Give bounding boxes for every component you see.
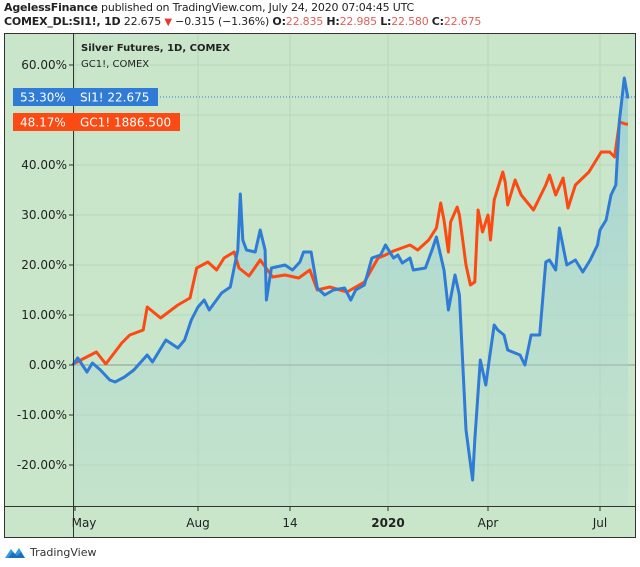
ohlc-line: COMEX_DL:SI1!, 1D 22.675 ▼ −0.315 (−1.36… [4,15,481,28]
close-value: 22.675 [443,15,482,28]
author-name[interactable]: AgelessFinance [4,1,98,14]
last-price: 22.675 [123,15,162,28]
gold-label: GC1! 1886.500 [80,116,171,130]
high-value: 22.985 [339,15,377,28]
silver-label: SI1! 22.675 [80,91,149,105]
y-tick-label: 40.00% [21,158,67,172]
y-tick-label: 30.00% [21,208,67,222]
x-axis[interactable]: May Aug 14 2020 Apr Jul [72,507,608,530]
y-tick-label: 10.00% [21,308,67,322]
y-tick-label: 0.00% [29,358,67,372]
x-tick-label: Jul [592,516,607,530]
silver-area [72,78,629,506]
tradingview-logo[interactable]: TradingView [4,545,96,559]
x-tick-label: Aug [186,516,209,530]
x-tick-label: Apr [478,516,499,530]
open-label: O: [272,15,286,28]
brand-name: TradingView [30,545,97,559]
symbol: COMEX_DL:SI1!, 1D [4,15,121,28]
low-value: 22.580 [391,15,429,28]
down-triangle-icon: ▼ [164,17,172,28]
publish-text: published on TradingView.com, July 24, 2… [101,1,414,14]
price-change: −0.315 (−1.36%) [175,15,270,28]
gold-badge: 48.17% GC1! 1886.500 [13,113,180,131]
low-label: L: [380,15,392,28]
x-tick-label: 2020 [371,516,404,530]
legend-main[interactable]: Silver Futures, 1D, COMEX [81,43,230,54]
silver-line[interactable] [71,76,630,482]
y-tick-label: 20.00% [21,258,67,272]
x-tick-label: May [72,516,97,530]
y-tick-label: 60.00% [21,58,67,72]
x-tick-label: 14 [282,516,297,530]
silver-badge: 53.30% SI1! 22.675 [13,88,158,106]
silver-pct: 53.30% [20,91,66,105]
gold-pct: 48.17% [20,116,66,130]
open-value: 22.835 [285,15,324,28]
y-axis[interactable]: 60.00% 40.00% 30.00% 20.00% 10.00% 0.00% -10.0… [17,58,73,472]
publish-info: AgelessFinance published on TradingView.… [4,1,414,14]
legend-compare[interactable]: GC1!, COMEX [81,59,149,70]
series-layer [71,76,630,506]
high-label: H: [326,15,340,28]
tradingview-cloud-icon [5,548,25,558]
y-tick-label: -10.00% [17,408,67,422]
y-tick-label: -20.00% [17,458,67,472]
gold-line[interactable] [74,120,629,366]
close-label: C: [431,15,444,28]
